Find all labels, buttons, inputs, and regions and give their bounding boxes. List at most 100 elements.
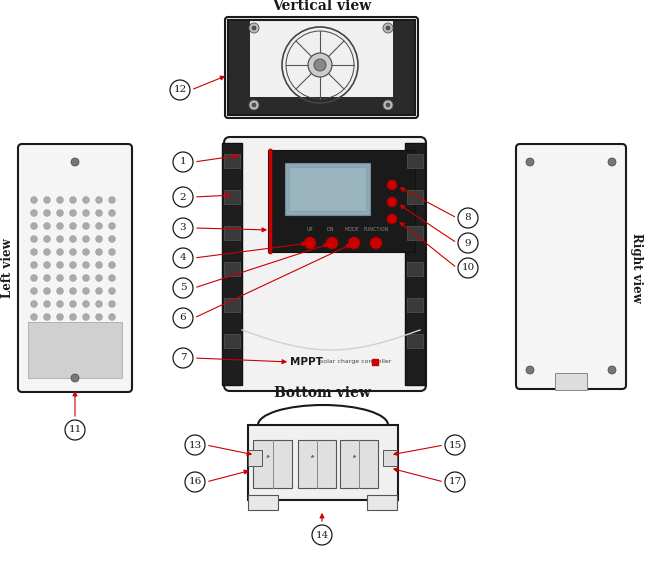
Circle shape xyxy=(83,210,90,217)
Bar xyxy=(28,322,122,378)
Text: 6: 6 xyxy=(180,314,186,322)
Circle shape xyxy=(43,261,50,268)
Circle shape xyxy=(43,236,50,243)
Text: 14: 14 xyxy=(315,531,328,540)
Circle shape xyxy=(95,261,103,268)
Circle shape xyxy=(71,374,79,382)
Text: 17: 17 xyxy=(448,477,462,487)
Bar xyxy=(228,20,415,115)
Circle shape xyxy=(314,59,326,71)
Circle shape xyxy=(43,197,50,204)
Bar xyxy=(228,20,250,115)
Circle shape xyxy=(57,300,63,307)
Bar xyxy=(224,262,240,276)
FancyBboxPatch shape xyxy=(224,137,426,391)
Circle shape xyxy=(95,300,103,307)
Text: 7: 7 xyxy=(180,353,186,363)
Bar xyxy=(224,334,240,348)
Circle shape xyxy=(95,249,103,255)
Text: 2: 2 xyxy=(180,193,186,201)
Circle shape xyxy=(43,314,50,321)
Circle shape xyxy=(108,314,115,321)
Bar xyxy=(222,143,242,385)
Circle shape xyxy=(249,23,259,33)
Bar xyxy=(407,298,423,312)
Circle shape xyxy=(386,26,390,30)
Circle shape xyxy=(95,197,103,204)
Text: MODE: MODE xyxy=(344,227,359,232)
Circle shape xyxy=(57,197,63,204)
Circle shape xyxy=(83,261,90,268)
FancyBboxPatch shape xyxy=(516,144,626,389)
Bar xyxy=(248,495,278,510)
Text: 10: 10 xyxy=(461,264,475,272)
Circle shape xyxy=(43,249,50,255)
Circle shape xyxy=(83,300,90,307)
Text: 13: 13 xyxy=(188,441,202,449)
Circle shape xyxy=(370,237,382,249)
FancyBboxPatch shape xyxy=(18,144,132,392)
Circle shape xyxy=(83,288,90,294)
Circle shape xyxy=(70,288,77,294)
Circle shape xyxy=(70,314,77,321)
Text: MPPT: MPPT xyxy=(290,357,323,367)
Bar xyxy=(407,154,423,168)
Bar xyxy=(407,190,423,204)
Circle shape xyxy=(383,100,393,110)
Circle shape xyxy=(70,197,77,204)
Circle shape xyxy=(70,300,77,307)
Bar xyxy=(367,495,397,510)
Text: 15: 15 xyxy=(448,441,462,449)
Circle shape xyxy=(108,236,115,243)
Circle shape xyxy=(30,314,37,321)
Bar xyxy=(298,440,336,488)
Text: 11: 11 xyxy=(68,425,82,435)
Circle shape xyxy=(57,314,63,321)
Bar xyxy=(253,440,292,488)
Text: 5: 5 xyxy=(180,283,186,293)
Circle shape xyxy=(95,314,103,321)
Circle shape xyxy=(608,158,616,166)
Circle shape xyxy=(326,237,338,249)
Circle shape xyxy=(30,222,37,229)
Bar xyxy=(555,373,587,390)
Circle shape xyxy=(83,314,90,321)
Text: Right view: Right view xyxy=(631,233,644,303)
Circle shape xyxy=(57,275,63,282)
Circle shape xyxy=(83,249,90,255)
Circle shape xyxy=(30,236,37,243)
Bar xyxy=(224,154,240,168)
Circle shape xyxy=(43,275,50,282)
Bar xyxy=(228,97,415,115)
Circle shape xyxy=(30,300,37,307)
Text: UP: UP xyxy=(307,227,313,232)
Circle shape xyxy=(252,26,256,30)
Circle shape xyxy=(83,222,90,229)
Circle shape xyxy=(70,261,77,268)
Bar xyxy=(407,262,423,276)
Bar xyxy=(407,226,423,240)
Circle shape xyxy=(57,261,63,268)
Bar xyxy=(405,143,425,385)
Circle shape xyxy=(30,261,37,268)
Circle shape xyxy=(83,236,90,243)
Circle shape xyxy=(95,275,103,282)
Circle shape xyxy=(304,237,316,249)
Text: 9: 9 xyxy=(464,239,471,247)
Circle shape xyxy=(83,275,90,282)
Circle shape xyxy=(108,249,115,255)
Circle shape xyxy=(108,210,115,217)
Circle shape xyxy=(387,180,397,190)
Circle shape xyxy=(95,222,103,229)
Bar xyxy=(340,440,378,488)
Circle shape xyxy=(348,237,360,249)
Circle shape xyxy=(108,288,115,294)
Circle shape xyxy=(383,23,393,33)
Circle shape xyxy=(71,158,79,166)
Circle shape xyxy=(70,222,77,229)
Circle shape xyxy=(308,53,332,77)
Circle shape xyxy=(386,103,390,107)
Circle shape xyxy=(43,300,50,307)
Bar xyxy=(248,425,398,500)
Text: FUNCTION: FUNCTION xyxy=(363,227,389,232)
